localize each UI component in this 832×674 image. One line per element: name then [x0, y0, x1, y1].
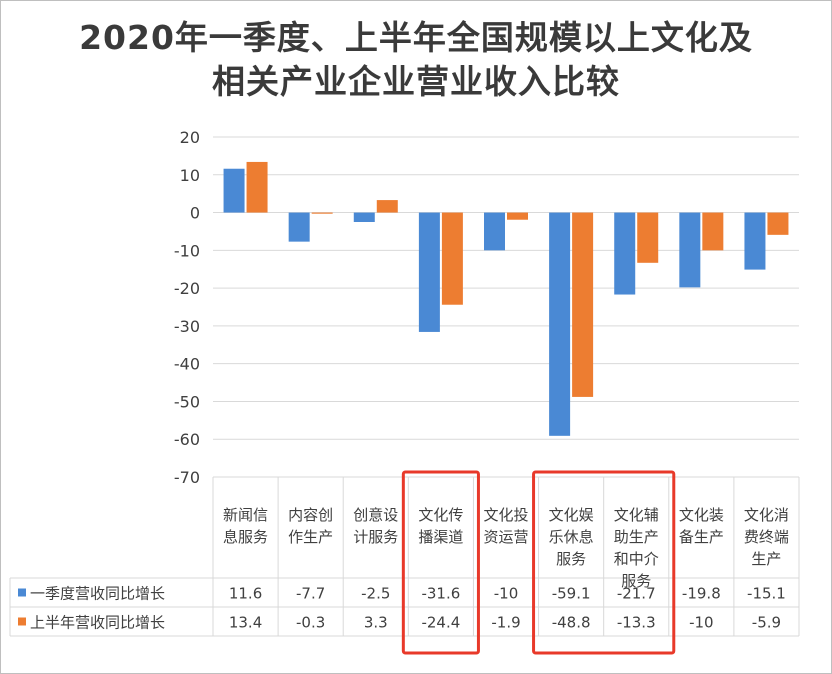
- legend-swatch-q1: [18, 588, 26, 597]
- y-tick-label: 10: [180, 166, 200, 185]
- data-value-label: -59.1: [552, 585, 591, 603]
- category-label: 创意设: [353, 506, 398, 524]
- category-label: 新闻信: [223, 506, 268, 524]
- bar-h1: [702, 212, 724, 251]
- y-tick-label: 0: [190, 204, 200, 223]
- y-tick-label: -70: [174, 468, 200, 487]
- data-value-label: -31.6: [421, 585, 460, 603]
- category-label: 服务: [556, 550, 586, 568]
- chart-title-line-1: 2020年一季度、上半年全国规模以上文化及: [79, 18, 753, 57]
- bar-h1: [441, 212, 463, 305]
- category-label: 乐休息: [549, 528, 594, 546]
- data-value-label: -15.1: [747, 585, 786, 603]
- category-label: 助生产: [614, 528, 659, 546]
- category-label: 文化装: [679, 506, 724, 524]
- bar-h1: [572, 212, 594, 397]
- category-label: 文化传: [418, 506, 463, 524]
- highlight-box: [401, 470, 480, 655]
- bar-h1: [311, 212, 333, 214]
- category-label: 播渠道: [418, 528, 463, 546]
- bar-h1: [376, 200, 398, 213]
- data-value-label: -2.5: [361, 585, 390, 603]
- y-tick-label: -10: [174, 241, 200, 260]
- data-value-label: -13.3: [617, 614, 656, 632]
- bar-q1: [288, 212, 310, 242]
- data-value-label: -7.7: [296, 585, 325, 603]
- y-tick-label: -40: [174, 355, 200, 374]
- y-tick-label: -20: [174, 279, 200, 298]
- data-value-label: 13.4: [229, 614, 262, 632]
- bar-q1: [223, 168, 245, 213]
- data-value-label: -48.8: [552, 614, 591, 632]
- bar-q1: [549, 212, 571, 436]
- category-label: 资运营: [483, 528, 528, 546]
- bar-q1: [614, 212, 636, 295]
- y-tick-label: 20: [180, 128, 200, 147]
- data-value-label: -10: [689, 614, 714, 632]
- bar-h1: [507, 212, 528, 220]
- category-label: 内容创: [288, 506, 333, 524]
- category-label: 备生产: [679, 528, 724, 546]
- bar-q1: [744, 212, 766, 270]
- chart-title: 2020年一季度、上半年全国规模以上文化及 相关产业企业营业收入比较: [0, 16, 832, 104]
- chart-title-line-2: 相关产业企业营业收入比较: [212, 62, 620, 101]
- category-label: 作生产: [288, 528, 333, 546]
- data-value-label: -24.4: [421, 614, 460, 632]
- data-value-label: -19.8: [682, 585, 721, 603]
- data-value-label: -1.9: [491, 614, 520, 632]
- category-label: 生产: [751, 550, 781, 568]
- category-label: 计服务: [353, 528, 398, 546]
- category-label: 息服务: [223, 528, 268, 546]
- data-value-label: -21.7: [617, 585, 656, 603]
- y-tick-label: -50: [174, 392, 200, 411]
- legend-label: 上半年营收同比增长: [30, 614, 165, 632]
- y-tick-label: -60: [174, 430, 200, 449]
- data-value-label: 3.3: [364, 614, 388, 632]
- bar-q1: [418, 212, 440, 332]
- data-value-label: -5.9: [752, 614, 781, 632]
- legend-label: 一季度营收同比增长: [30, 585, 165, 603]
- bar-q1: [484, 212, 505, 251]
- data-value-label: -0.3: [296, 614, 325, 632]
- bar-q1: [353, 212, 375, 222]
- category-label: 文化娱: [549, 506, 594, 524]
- y-tick-label: -30: [174, 317, 200, 336]
- data-value-label: -10: [494, 585, 519, 603]
- legend-swatch-h1: [18, 617, 26, 626]
- category-label: 文化消: [744, 506, 789, 524]
- category-label: 文化投: [483, 506, 528, 524]
- category-label: 费终端: [744, 528, 789, 546]
- data-value-label: 11.6: [229, 585, 262, 603]
- highlight-box: [532, 470, 676, 655]
- bar-h1: [637, 212, 659, 263]
- category-label: 文化辅: [614, 506, 659, 524]
- bar-q1: [679, 212, 701, 288]
- bar-h1: [246, 161, 268, 213]
- category-label: 和中介: [614, 550, 659, 568]
- category-label: 服务: [621, 572, 651, 590]
- bar-h1: [767, 212, 789, 235]
